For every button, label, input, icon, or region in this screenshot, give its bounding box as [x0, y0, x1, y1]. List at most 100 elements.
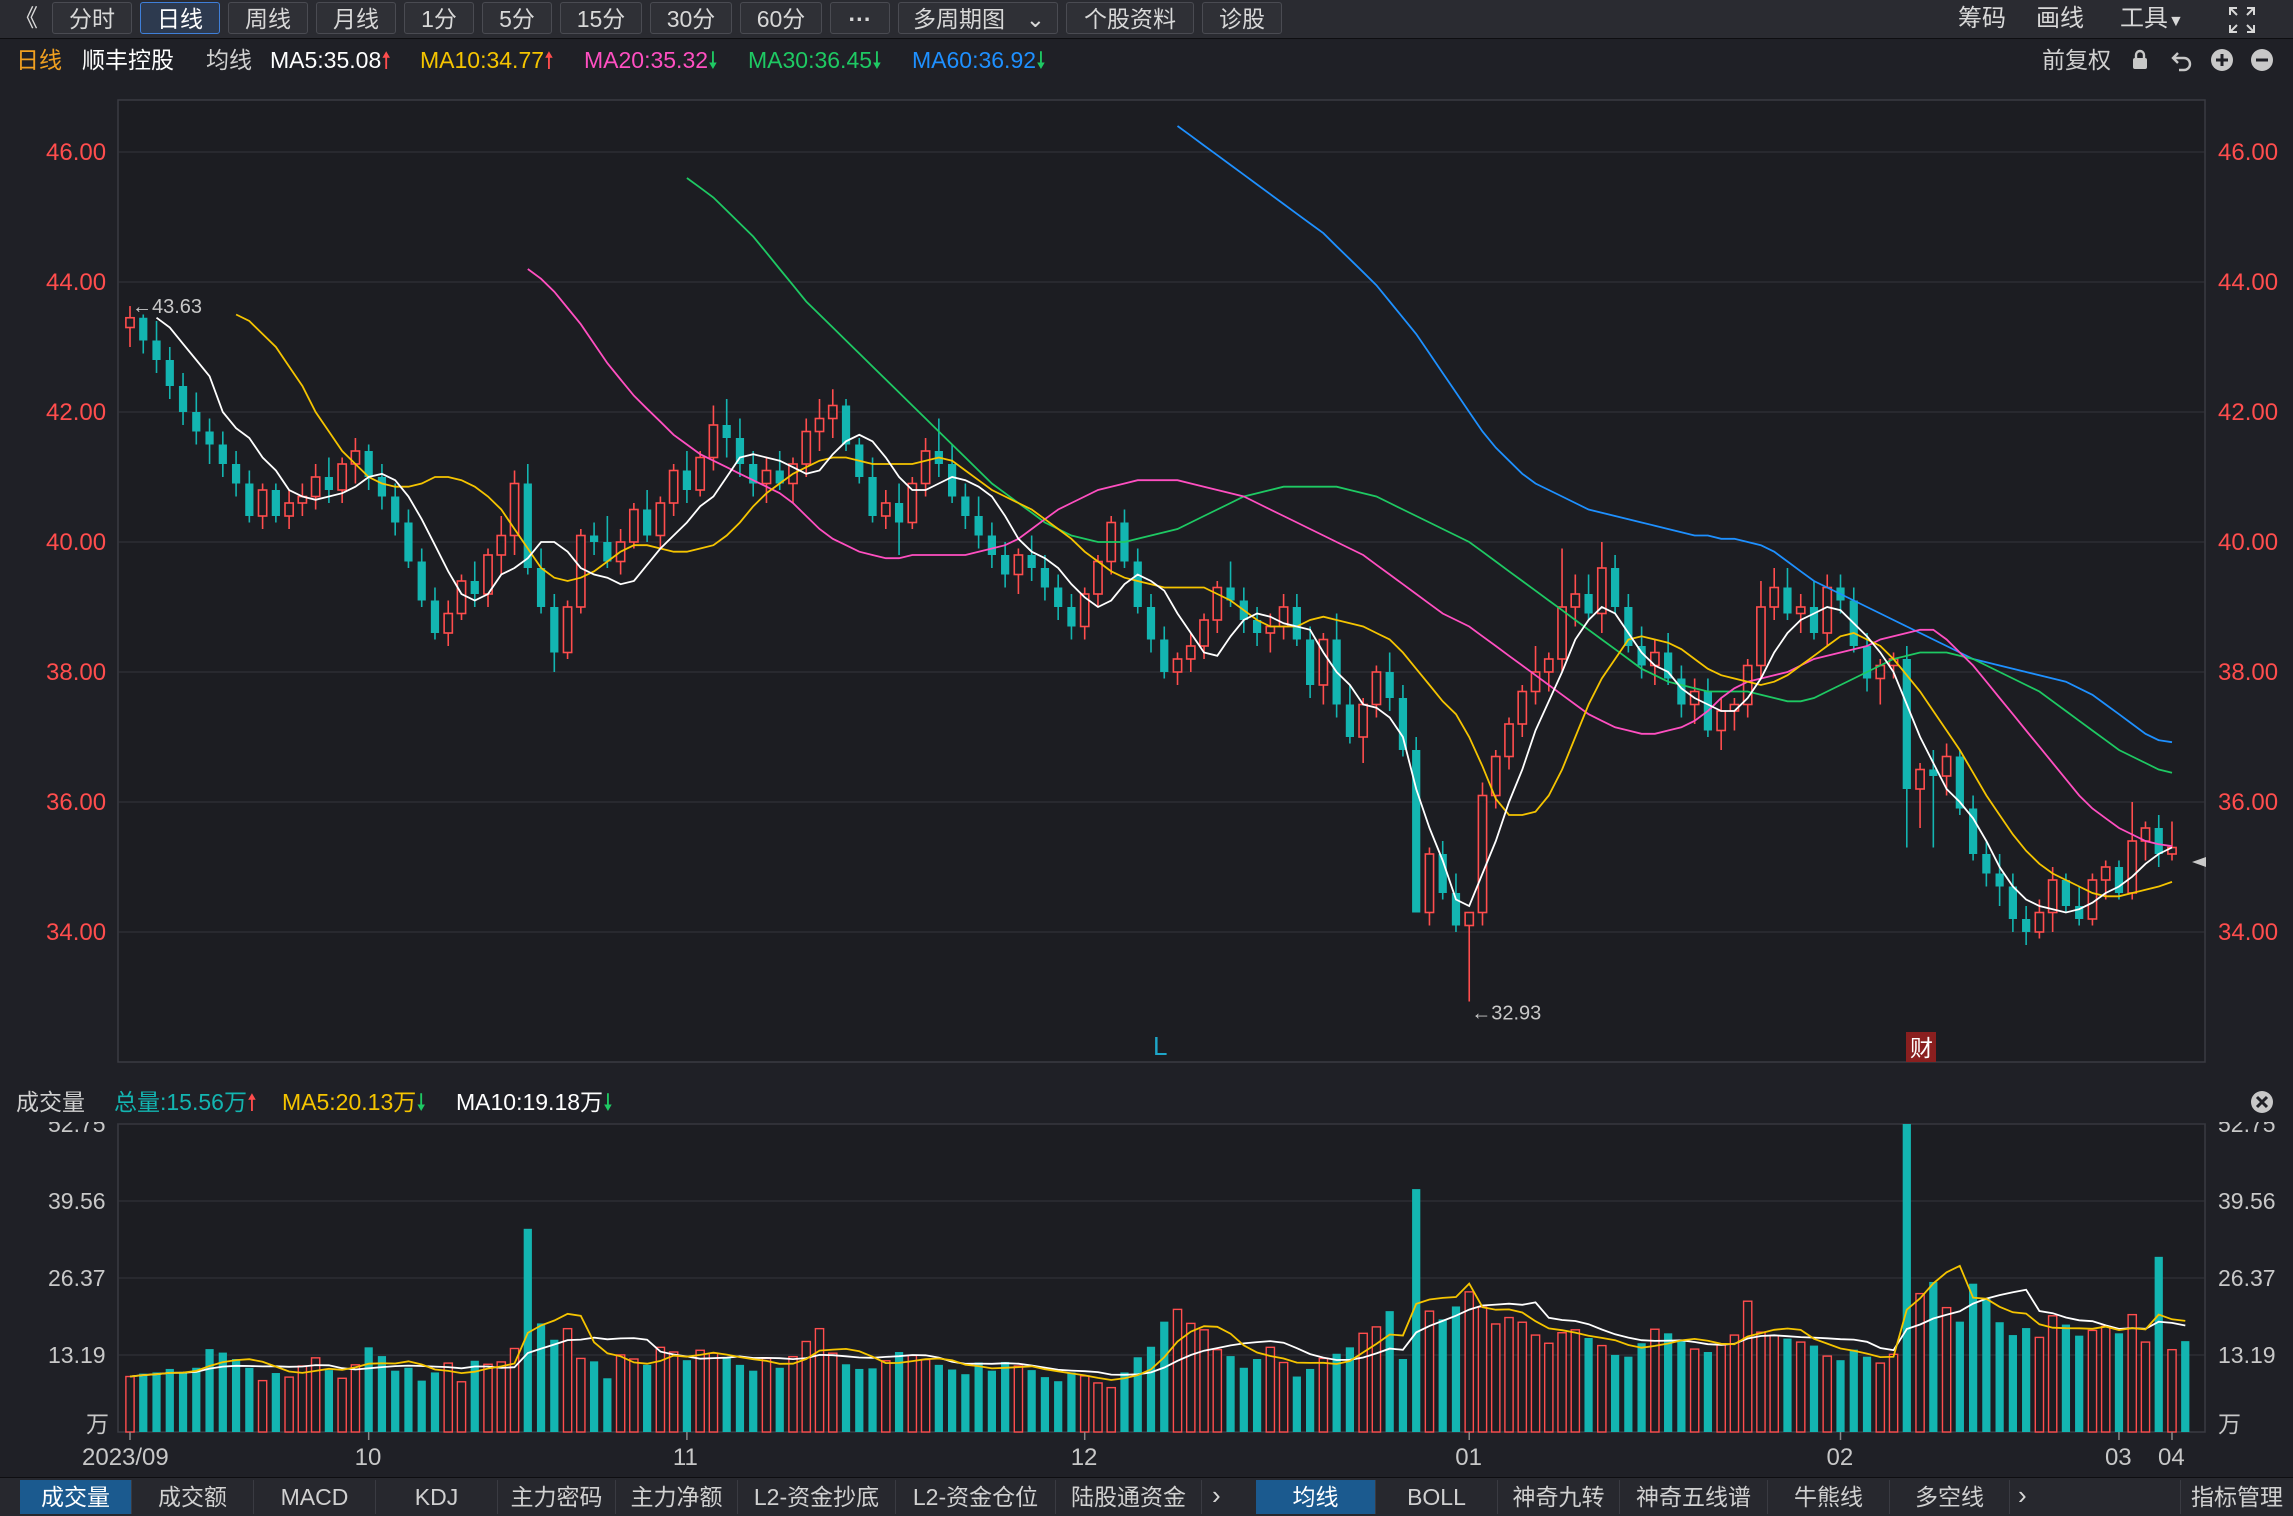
fullscreen-icon[interactable]	[2228, 6, 2256, 34]
tab-main-code[interactable]: 主力密码	[498, 1480, 616, 1514]
volume-bar	[1172, 1308, 1183, 1433]
close-panel-icon[interactable]	[2250, 1090, 2274, 1114]
tab-ma[interactable]: 均线	[1256, 1480, 1376, 1514]
tab-northbound[interactable]: 陆股通资金	[1056, 1480, 1202, 1514]
date-label: 02	[1827, 1444, 1854, 1471]
tab-weekly[interactable]: 周线	[228, 2, 308, 34]
candle-body	[1001, 555, 1010, 575]
candle-body	[2022, 919, 2031, 932]
candle-body	[2075, 906, 2084, 919]
volume-bar	[1875, 1362, 1886, 1433]
tab-intraday[interactable]: 分时	[52, 2, 132, 34]
tab-magic-nine[interactable]: 神奇九转	[1498, 1480, 1620, 1514]
ma-indicator-label[interactable]: 均线	[206, 47, 252, 73]
tab-boll[interactable]: BOLL	[1376, 1480, 1498, 1514]
volume-indicator-label[interactable]: 成交量	[16, 1089, 85, 1115]
volume-bar	[152, 1372, 161, 1432]
volume-bar	[1438, 1319, 1447, 1432]
tab-long-short[interactable]: 多空线	[1890, 1480, 2010, 1514]
volume-bar	[350, 1364, 361, 1433]
candle-body	[1226, 587, 1235, 601]
candle-body	[523, 483, 532, 568]
volume-bar	[1464, 1291, 1475, 1433]
volume-bar	[1067, 1372, 1076, 1432]
indicator-management-button[interactable]: 指标管理	[2180, 1480, 2293, 1514]
volume-bar	[1013, 1365, 1024, 1433]
scroll-right-icon-2[interactable]: ›	[2018, 1480, 2027, 1510]
candle-body	[1955, 756, 1964, 809]
volume-bar	[1517, 1321, 1528, 1433]
volume-bar	[1570, 1329, 1581, 1433]
tab-1min[interactable]: 1分	[404, 2, 474, 34]
ma10-value: MA10:34.77🠕	[420, 47, 554, 73]
tab-magic-five[interactable]: 神奇五线谱	[1620, 1480, 1768, 1514]
zoom-in-icon[interactable]	[2210, 48, 2234, 72]
adjust-mode[interactable]: 前复权	[2042, 47, 2111, 73]
tab-bull-bear[interactable]: 牛熊线	[1768, 1480, 1890, 1514]
tab-main-net[interactable]: 主力净额	[616, 1480, 738, 1514]
scroll-right-icon[interactable]: ›	[1212, 1480, 1221, 1510]
volume-bar	[2061, 1324, 2071, 1432]
more-periods-button[interactable]: ···	[830, 2, 890, 34]
volume-bar	[257, 1379, 268, 1433]
tab-60min[interactable]: 60分	[740, 2, 822, 34]
volume-bar	[1424, 1310, 1435, 1433]
candle-body	[920, 450, 931, 485]
candle-body	[1995, 873, 2004, 887]
tab-kdj[interactable]: KDJ	[376, 1480, 498, 1514]
volume-bar	[1888, 1353, 1899, 1433]
volume-bar	[1995, 1322, 2004, 1432]
candle-body	[668, 469, 679, 504]
price-tick-right: 46.00	[2218, 139, 2278, 166]
price-tick-left: 44.00	[46, 269, 106, 296]
volume-bar	[1212, 1348, 1223, 1433]
diagnose-button[interactable]: 诊股	[1202, 2, 1282, 34]
kline-chart[interactable]: 46.00 44.00 42.00 40.00 38.00 36.00 34.00 46.0…	[0, 0, 2293, 1477]
tab-15min[interactable]: 15分	[560, 2, 642, 34]
candle-body	[430, 600, 440, 633]
tab-monthly[interactable]: 月线	[316, 2, 396, 34]
stock-profile-button[interactable]: 个股资料	[1066, 2, 1194, 34]
tab-volume[interactable]: 成交量	[20, 1480, 132, 1514]
tab-macd[interactable]: MACD	[254, 1480, 376, 1514]
chips-button[interactable]: 筹码	[1958, 5, 2006, 32]
tab-l2-position[interactable]: L2-资金仓位	[896, 1480, 1056, 1514]
event-marker-l[interactable]: L	[1153, 1031, 1167, 1061]
collapse-left-icon[interactable]: 《	[14, 5, 38, 32]
date-axis: 2023/09 10 11 12 01 02 03 04	[82, 1432, 2185, 1471]
candle-body	[245, 483, 254, 516]
draw-line-button[interactable]: 画线	[2036, 5, 2084, 32]
tab-daily[interactable]: 日线	[140, 2, 220, 34]
undo-icon[interactable]	[2170, 48, 2194, 72]
price-panel[interactable]: 46.00 44.00 42.00 40.00 38.00 36.00 34.00 46.0…	[46, 99, 2278, 1063]
candle-body	[192, 412, 201, 432]
candle-body	[2008, 886, 2017, 919]
lock-icon[interactable]	[2128, 48, 2152, 72]
candle-body	[364, 451, 373, 477]
event-marker-cai-bg[interactable]	[1906, 1032, 1936, 1062]
price-grid	[118, 151, 2205, 933]
volume-bar	[1637, 1343, 1646, 1432]
tab-turnover[interactable]: 成交额	[132, 1480, 254, 1514]
candle-body	[1252, 620, 1262, 633]
tab-l2-bottom[interactable]: L2-资金抄底	[738, 1480, 896, 1514]
multi-period-dropdown[interactable]: 多周期图 ⌄	[898, 2, 1058, 34]
candle-body	[1517, 690, 1528, 725]
candle-body	[1424, 853, 1435, 914]
candle-body	[509, 482, 520, 537]
tab-5min[interactable]: 5分	[482, 2, 552, 34]
volume-bar	[1677, 1339, 1686, 1432]
volume-ma-lines	[129, 1264, 2186, 1381]
tools-menu[interactable]: 工具▼	[2120, 4, 2184, 34]
volume-bar	[1703, 1352, 1713, 1432]
volume-bar	[682, 1360, 692, 1432]
event-marker-cai[interactable]: 财	[1910, 1036, 1933, 1062]
candle-body	[470, 581, 479, 594]
volume-bar	[1160, 1321, 1169, 1432]
volume-bar	[1584, 1337, 1593, 1432]
candle-body	[284, 502, 295, 517]
zoom-out-icon[interactable]	[2250, 48, 2274, 72]
tab-30min[interactable]: 30分	[650, 2, 732, 34]
volume-bar	[1650, 1328, 1660, 1433]
